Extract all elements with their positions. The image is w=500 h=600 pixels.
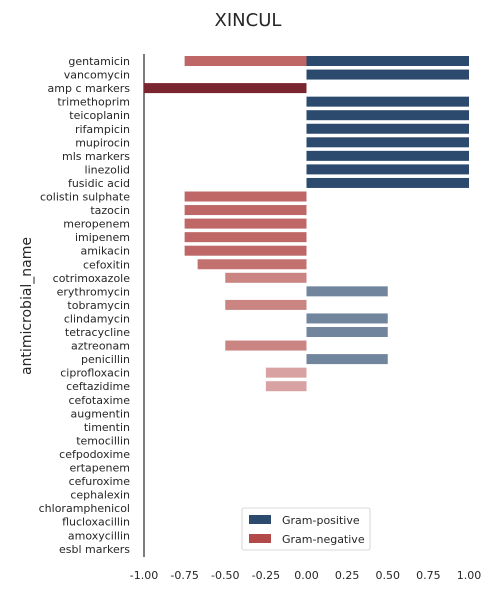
legend-swatch-gram-negative — [249, 534, 271, 543]
bar-gram-negative — [225, 272, 307, 283]
category-label: imipenem — [75, 231, 130, 244]
legend-swatch-gram-positive — [249, 515, 271, 524]
x-tick-label: 1.00 — [457, 569, 482, 582]
x-tick-label: 0.25 — [335, 569, 360, 582]
bar-gram-positive — [306, 56, 469, 66]
category-label: augmentin — [71, 407, 131, 420]
bar-gram-negative — [184, 218, 307, 229]
category-label: aztreonam — [71, 340, 130, 353]
bars-group — [144, 56, 469, 392]
category-label: temocillin — [76, 434, 130, 447]
bar-gram-negative — [265, 381, 307, 392]
bar-gram-positive — [306, 164, 469, 175]
category-label: amp c markers — [48, 82, 131, 95]
category-label: clindamycin — [64, 312, 130, 325]
category-label: esbl markers — [59, 543, 130, 556]
legend-box — [241, 507, 371, 551]
category-label: penicillin — [81, 353, 130, 366]
x-tick-labels: -1.00 -0.75 -0.50 -0.25 0.00 0.25 0.50 0.75 1.00 — [130, 569, 481, 582]
x-tick-label: 0.00 — [294, 569, 319, 582]
bar-gram-negative — [184, 205, 307, 216]
category-label: mupirocin — [75, 136, 130, 149]
x-tick-label: -0.50 — [211, 569, 239, 582]
bar-gram-negative — [225, 340, 307, 351]
bar-gram-positive — [306, 327, 388, 337]
bar-gram-positive — [306, 150, 469, 161]
x-tick-label: -0.25 — [252, 569, 280, 582]
category-label: tetracycline — [65, 326, 130, 339]
x-tick-label: 0.50 — [376, 569, 401, 582]
category-label: ertapenem — [69, 462, 130, 475]
category-label: cotrimoxazole — [53, 272, 131, 285]
x-tick-label: -1.00 — [130, 569, 158, 582]
bar-gram-negative — [197, 259, 307, 270]
bar-gram-negative — [225, 299, 307, 310]
category-label: linezolid — [85, 163, 130, 176]
bar-gram-negative — [184, 232, 307, 243]
chart-title: XINCUL — [215, 10, 282, 31]
bar-gram-positive — [306, 286, 388, 297]
bar-gram-positive — [306, 137, 469, 148]
category-label: teicoplanin — [69, 109, 130, 122]
category-label: amikacin — [80, 245, 130, 258]
bar-gram-positive — [306, 354, 388, 365]
category-label: fusidic acid — [68, 177, 130, 190]
category-label: cefuroxime — [69, 475, 131, 488]
category-label: erythromycin — [57, 285, 130, 298]
bar-gram-negative — [184, 191, 307, 202]
legend-label-gram-negative: Gram-negative — [282, 533, 365, 546]
category-label: cefotaxime — [68, 394, 130, 407]
category-label: tobramycin — [67, 299, 130, 312]
category-label: meropenem — [63, 218, 130, 231]
bar-gram-negative — [184, 245, 307, 256]
category-label: ceftazidime — [66, 380, 130, 393]
category-label: flucloxacillin — [62, 516, 130, 529]
category-label: vancomycin — [64, 69, 130, 82]
bar-gram-negative — [184, 56, 307, 66]
legend: Gram-positive Gram-negative — [241, 507, 371, 551]
category-label: timentin — [84, 421, 130, 434]
bar-gram-positive — [306, 96, 469, 107]
category-label: colistin sulphate — [40, 191, 130, 204]
category-label: ciprofloxacin — [60, 367, 130, 380]
bar-gram-negative — [144, 83, 307, 94]
y-axis-label: antimicrobial_name — [19, 237, 35, 375]
bar-gram-positive — [306, 177, 469, 188]
legend-label-gram-positive: Gram-positive — [282, 514, 360, 527]
x-tick-label: -0.75 — [170, 569, 198, 582]
bar-gram-positive — [306, 69, 469, 80]
category-label: cefoxitin — [83, 258, 130, 271]
x-tick-label: 0.75 — [416, 569, 441, 582]
category-label: cephalexin — [70, 489, 130, 502]
category-label: tazocin — [90, 204, 130, 217]
category-label: mls markers — [62, 150, 130, 163]
category-label: amoxycillin — [68, 529, 130, 542]
bar-gram-positive — [306, 313, 388, 324]
category-label: cefpodoxime — [59, 448, 130, 461]
category-label: trimethoprim — [57, 96, 130, 109]
category-label: rifampicin — [75, 123, 130, 136]
bar-gram-positive — [306, 110, 469, 121]
bar-gram-positive — [306, 123, 469, 134]
category-label: chloramphenicol — [39, 502, 130, 515]
bar-gram-negative — [265, 367, 307, 378]
category-label: gentamicin — [68, 55, 130, 68]
